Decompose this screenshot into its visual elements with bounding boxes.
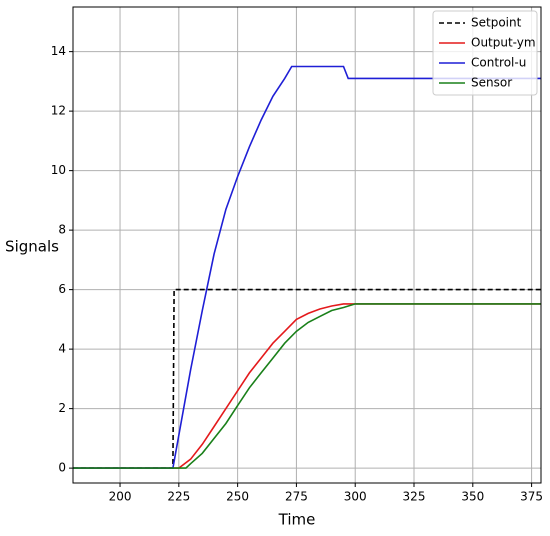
y-tick-label: 6 bbox=[58, 282, 66, 296]
x-tick-label: 300 bbox=[344, 490, 367, 504]
y-tick-label: 12 bbox=[51, 104, 66, 118]
series-line bbox=[73, 303, 541, 469]
y-tick-label: 10 bbox=[51, 163, 66, 177]
y-tick-label: 4 bbox=[58, 342, 66, 356]
x-tick-label: 225 bbox=[167, 490, 190, 504]
series-line bbox=[73, 288, 541, 469]
x-axis-label: Time bbox=[278, 511, 316, 529]
legend-label: Setpoint bbox=[471, 16, 522, 30]
y-axis-label: Signals bbox=[5, 238, 59, 256]
y-tick-label: 0 bbox=[58, 461, 66, 475]
y-tick-label: 14 bbox=[51, 44, 66, 58]
x-tick-label: 325 bbox=[403, 490, 426, 504]
legend-box bbox=[432, 10, 538, 96]
y-tick-label: 2 bbox=[58, 401, 66, 415]
series-line bbox=[73, 303, 541, 469]
x-tick-label: 200 bbox=[109, 490, 132, 504]
legend-label: Output-ym bbox=[471, 36, 536, 50]
x-tick-label: 250 bbox=[226, 490, 249, 504]
legend-label: Sensor bbox=[471, 76, 512, 90]
x-tick-label: 350 bbox=[461, 490, 484, 504]
plot-frame bbox=[72, 6, 542, 484]
legend-label: Control-u bbox=[471, 56, 526, 70]
y-tick-label: 8 bbox=[58, 223, 66, 237]
x-tick-label: 275 bbox=[285, 490, 308, 504]
x-tick-label: 375 bbox=[520, 490, 543, 504]
series-line bbox=[73, 65, 541, 469]
